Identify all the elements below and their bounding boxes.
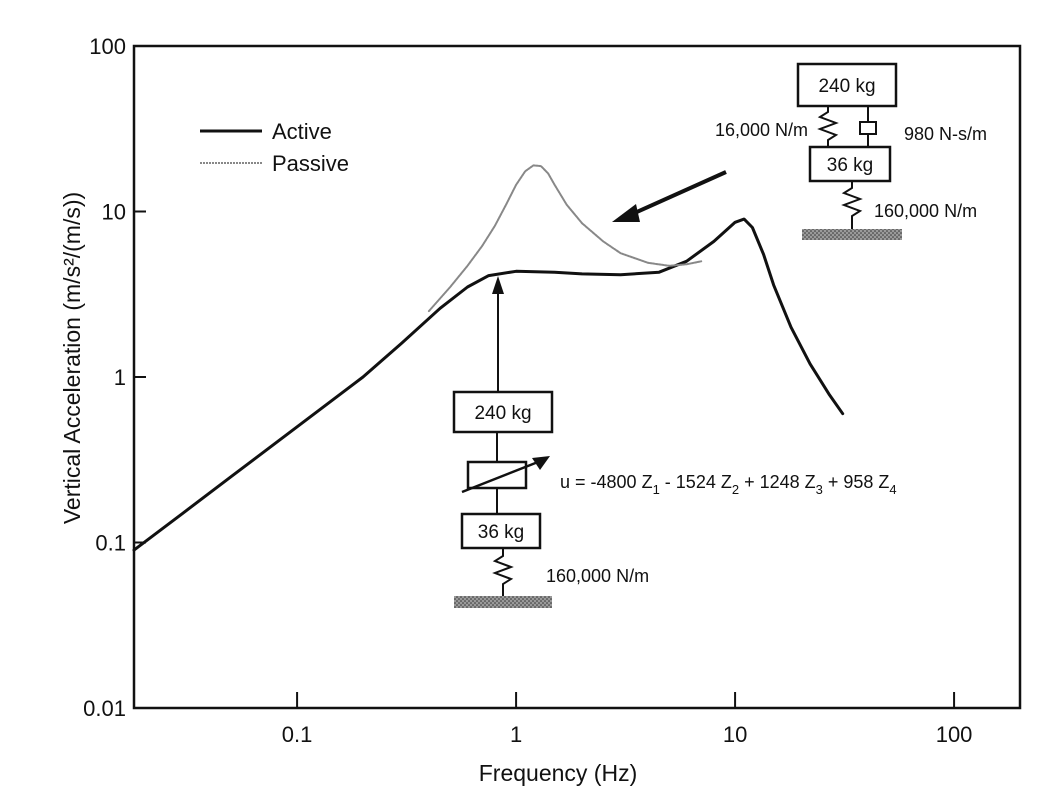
active-unsprung-mass-box (460, 512, 542, 550)
x-tick-label: 100 (936, 722, 973, 747)
x-tick-label: 0.1 (282, 722, 313, 747)
x-tick-label: 1 (510, 722, 522, 747)
passive-unsprung-mass-box (808, 145, 892, 183)
passive-sprung-mass-box (796, 62, 898, 108)
passive-spring-label: 16,000 N/m (715, 120, 808, 140)
y-axis: 0.01 0.1 1 10 100 (83, 34, 146, 721)
y-tick-label: 0.01 (83, 696, 126, 721)
x-axis-title: Frequency (Hz) (479, 760, 637, 786)
passive-pointer-arrow (612, 170, 727, 222)
passive-tire-label: 160,000 N/m (874, 201, 977, 221)
active-sprung-mass-box (452, 390, 554, 434)
x-axis: 0.1 1 10 100 (282, 692, 973, 747)
x-tick-label: 10 (723, 722, 747, 747)
legend: Active Passive (200, 119, 349, 176)
active-actuator (461, 456, 550, 494)
active-ground (454, 596, 552, 608)
y-tick-label: 100 (89, 34, 126, 59)
series-line-passive (427, 164, 703, 313)
passive-unsprung-mass-label: 36 kg (827, 155, 873, 176)
legend-label-passive: Passive (272, 151, 349, 176)
active-quarter-car-diagram: 240 kg u = -4800 Z1 - 1524 Z2 + 1248 Z3 … (452, 390, 897, 608)
series-line-active (132, 217, 845, 552)
active-sprung-mass-label: 240 kg (474, 403, 531, 424)
y-tick-label: 10 (102, 200, 126, 225)
y-axis-title: Vertical Acceleration (m/s²/(m/s)) (59, 192, 85, 524)
legend-label-active: Active (272, 119, 332, 144)
passive-ground (802, 229, 902, 240)
passive-damper-label: 980 N-s/m (904, 124, 987, 144)
active-control-law: u = -4800 Z1 - 1524 Z2 + 1248 Z3 + 958 Z… (560, 472, 897, 497)
series-layer (132, 164, 845, 552)
y-tick-label: 0.1 (95, 531, 126, 556)
active-tire-spring (492, 548, 514, 596)
active-unsprung-mass-label: 36 kg (478, 522, 524, 543)
y-tick-label: 1 (114, 365, 126, 390)
passive-suspension-spring (817, 106, 839, 147)
plot-frame (132, 44, 1022, 710)
passive-quarter-car-diagram: 240 kg 16,000 N/m 980 N-s/m 36 kg 160,00… (715, 62, 987, 240)
active-pointer-arrow (492, 276, 504, 392)
passive-sprung-mass-label: 240 kg (818, 76, 875, 97)
active-tire-label: 160,000 N/m (546, 566, 649, 586)
passive-damper (859, 106, 877, 147)
passive-tire-spring (841, 181, 863, 229)
